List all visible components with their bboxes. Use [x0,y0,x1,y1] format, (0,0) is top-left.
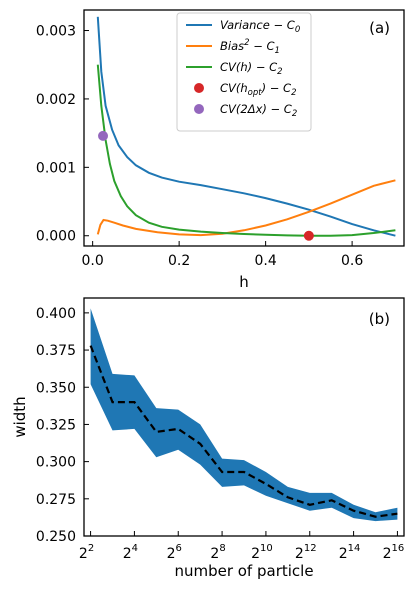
legend-label: CV(h) − C2 [220,60,283,77]
panel-a: 0.0 0.2 0.4 0.6 0.000 0.001 0.002 0.003 (a) h V… [36,9,405,291]
x-tick-label: 0.2 [168,253,190,269]
x-tick-label: 24 [123,543,138,562]
y-tick-label: 0.003 [36,24,76,40]
series-line [96,179,396,237]
y-tick-label: 0.002 [36,92,76,108]
x-tick-label: 22 [79,543,94,562]
legend-label: Variance − C0 [220,18,300,35]
panel-a-xlabel: h [239,273,249,291]
x-tick-label: 214 [339,543,361,562]
legend-label: CV(2Δx) − C2 [220,102,297,119]
y-tick-label: 0.001 [36,160,76,176]
panel-b-label: (b) [369,310,390,328]
panel-a-series [96,16,396,237]
series-line [96,16,396,237]
x-tick-label: 0.6 [341,253,363,269]
y-tick-label: 0.375 [36,343,76,359]
x-tick-label: 0.4 [254,253,276,269]
x-tick-label: 26 [167,543,182,562]
panel-b: 22 24 26 28 210 212 214 216 0.250 0.275 0.300 0.325… [11,297,405,580]
panel-a-frame [83,9,405,247]
legend-label: CV(hopt) − C2 [220,81,297,98]
panel-a-label: (a) [369,19,390,37]
panel-a-ticks: 0.0 0.2 0.4 0.6 0.000 0.001 0.002 0.003 [36,24,363,269]
legend-label: Bias2 − C1 [220,38,280,56]
y-tick-label: 0.275 [36,492,76,508]
legend-marker [194,104,204,114]
y-tick-label: 0.250 [36,529,76,545]
panel-a-legend: Variance − C0 Bias2 − C1 CV(h) − C2 CV(hopt… [176,12,312,132]
panel-b-ylabel: width [11,396,29,437]
x-tick-label: 28 [210,543,225,562]
marker-point [303,230,314,241]
x-tick-label: 212 [295,543,317,562]
x-tick-label: 0.0 [82,253,104,269]
panel-b-xlabel: number of particle [174,562,313,580]
panel-b-ticks: 22 24 26 28 210 212 214 216 0.250 0.275 0.300 0.325… [36,306,404,562]
panel-b-plot [89,308,398,522]
panel-b-frame [83,297,405,537]
x-tick-label: 216 [383,543,405,562]
y-tick-label: 0.325 [36,417,76,433]
legend-frame [176,12,312,132]
y-tick-label: 0.400 [36,306,76,322]
marker-point [98,130,109,141]
y-tick-label: 0.350 [36,380,76,396]
series-line [96,64,396,237]
panel-a-points [98,130,314,241]
mean-line [89,345,398,518]
y-tick-label: 0.300 [36,455,76,471]
error-band [90,308,398,522]
x-tick-label: 210 [251,543,273,562]
legend-marker [194,83,204,93]
y-tick-label: 0.000 [36,229,76,245]
